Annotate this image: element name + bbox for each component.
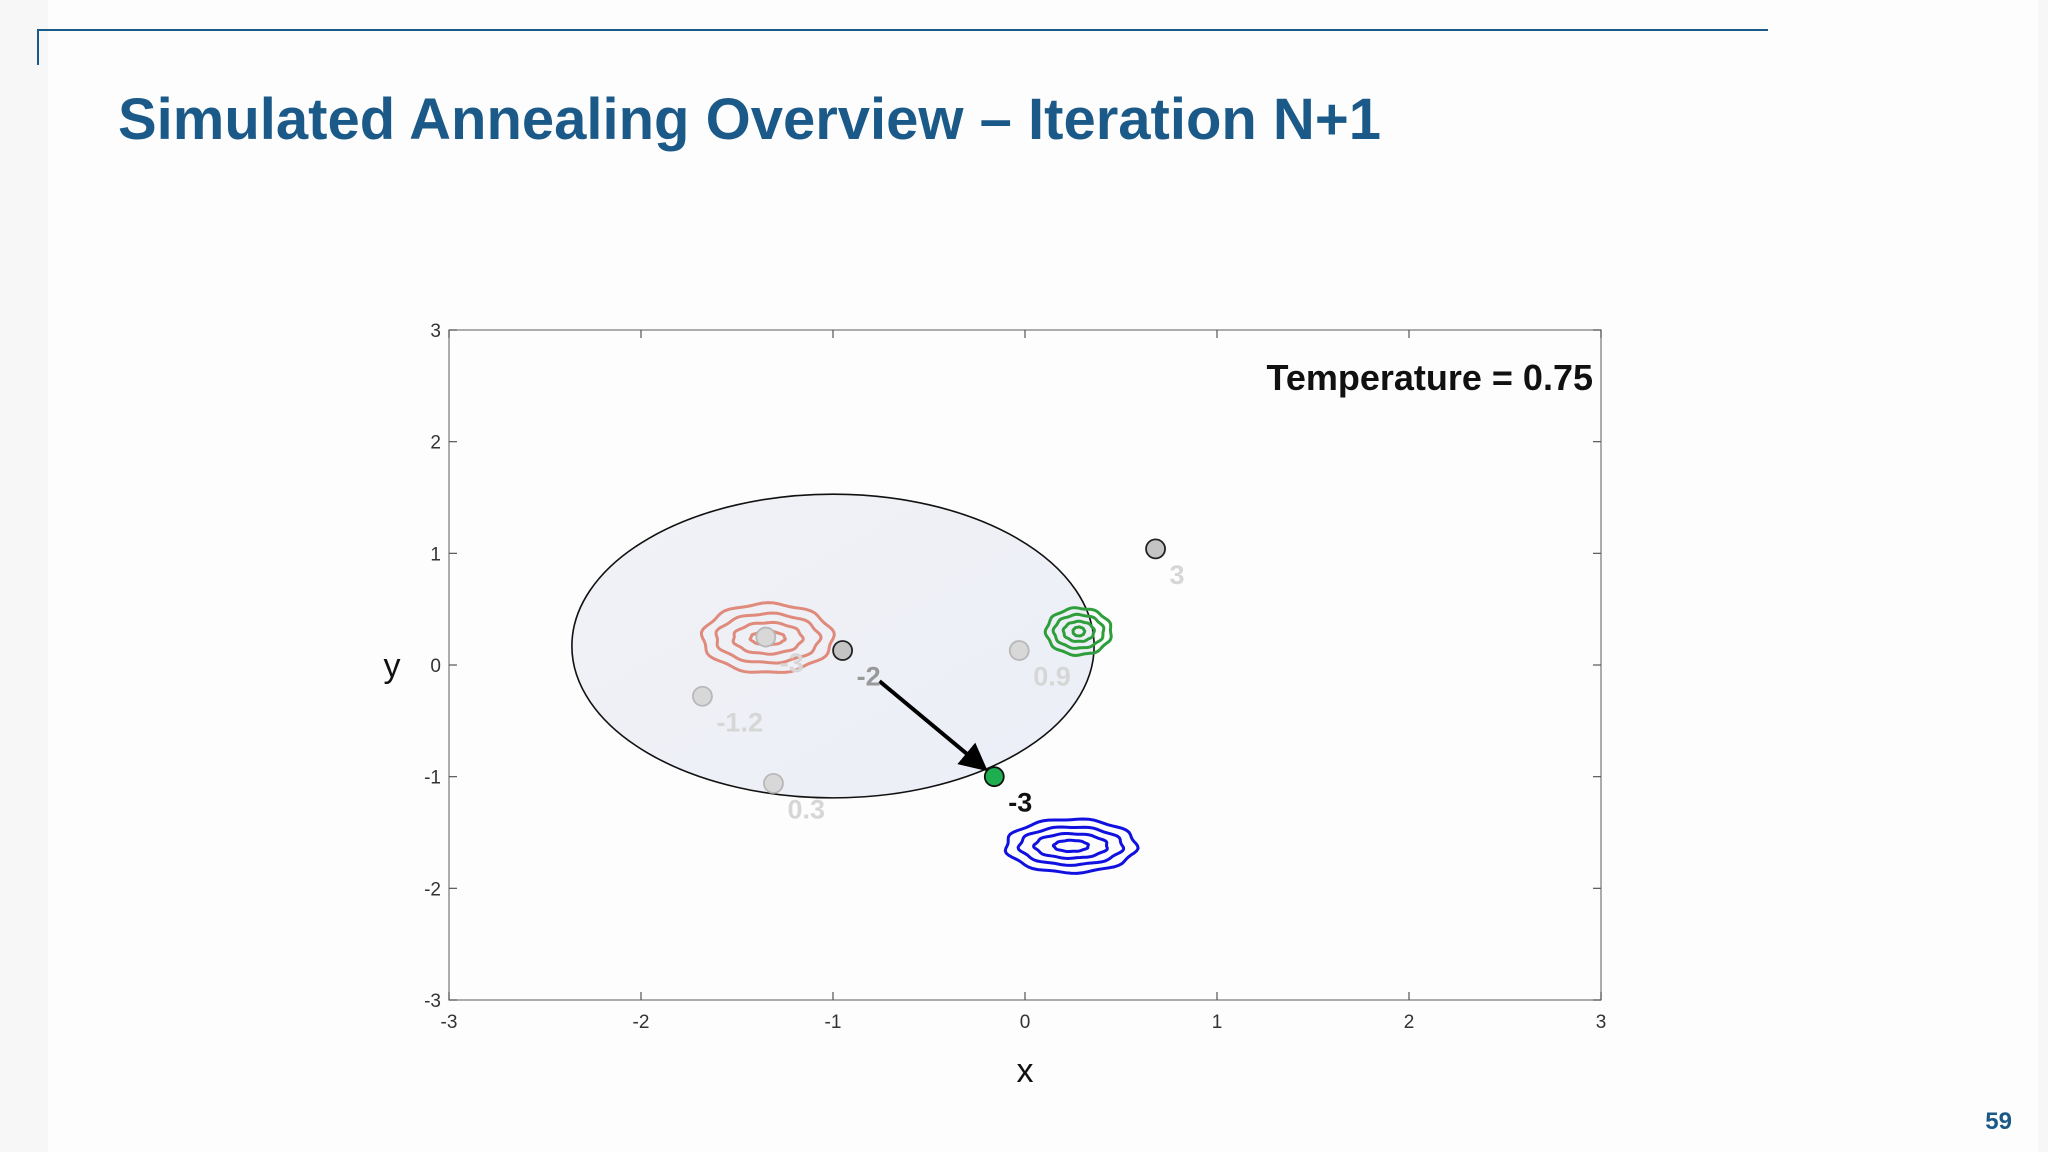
point-label: -1.2: [716, 707, 763, 737]
x-tick-label: -2: [633, 1012, 650, 1033]
contour-ring: [1043, 606, 1113, 658]
data-point: [763, 772, 784, 794]
y-tick-label: 0: [430, 656, 441, 677]
x-tick-label: 3: [1596, 1012, 1607, 1033]
point-label: -3: [1008, 788, 1032, 818]
contour-ring: [748, 630, 787, 647]
data-point: [1145, 538, 1166, 560]
y-tick-label: 3: [430, 321, 441, 342]
contour-ring: [1016, 825, 1126, 867]
point-label: -2: [857, 661, 881, 691]
x-tick-label: -3: [441, 1012, 458, 1033]
y-tick-label: -1: [424, 768, 441, 789]
header-rule: [38, 29, 1768, 31]
y-axis-label: y: [384, 647, 401, 685]
point-label: 0.9: [1033, 661, 1071, 691]
move-arrow: [878, 679, 988, 772]
x-axis-label: x: [1017, 1052, 1034, 1090]
contour-ring: [1032, 832, 1109, 861]
y-tick-label: -2: [424, 879, 441, 900]
page-number: 59: [1985, 1108, 2012, 1135]
x-tick-label: -1: [825, 1012, 842, 1033]
temperature-annotation: Temperature = 0.75: [1267, 357, 1594, 398]
slide-title: Simulated Annealing Overview – Iteration…: [118, 87, 1381, 152]
point-label: -3: [780, 648, 804, 678]
x-tick-label: 0: [1020, 1012, 1031, 1033]
data-point: [1008, 640, 1030, 661]
point-label: 3: [1170, 560, 1185, 590]
x-tick-label: 2: [1404, 1012, 1415, 1033]
x-tick-label: 1: [1212, 1012, 1223, 1033]
contour-ring: [700, 601, 836, 674]
point-label: 0.3: [787, 794, 825, 824]
contour-ring: [731, 620, 805, 656]
contour-ring: [714, 611, 823, 665]
y-tick-label: -3: [424, 991, 441, 1012]
y-tick-label: 2: [430, 433, 441, 454]
contour-ring: [1061, 619, 1096, 643]
data-point: [692, 685, 713, 707]
contour-ring: [1051, 612, 1106, 650]
contour-ring: [1071, 625, 1087, 638]
data-point: [755, 626, 777, 648]
data-point: [983, 766, 1005, 788]
data-point: [832, 640, 853, 661]
y-tick-label: 1: [430, 544, 441, 565]
contour-ring: [1003, 817, 1140, 875]
contour-ring: [1051, 838, 1090, 853]
header-rule-corner: [37, 29, 39, 65]
